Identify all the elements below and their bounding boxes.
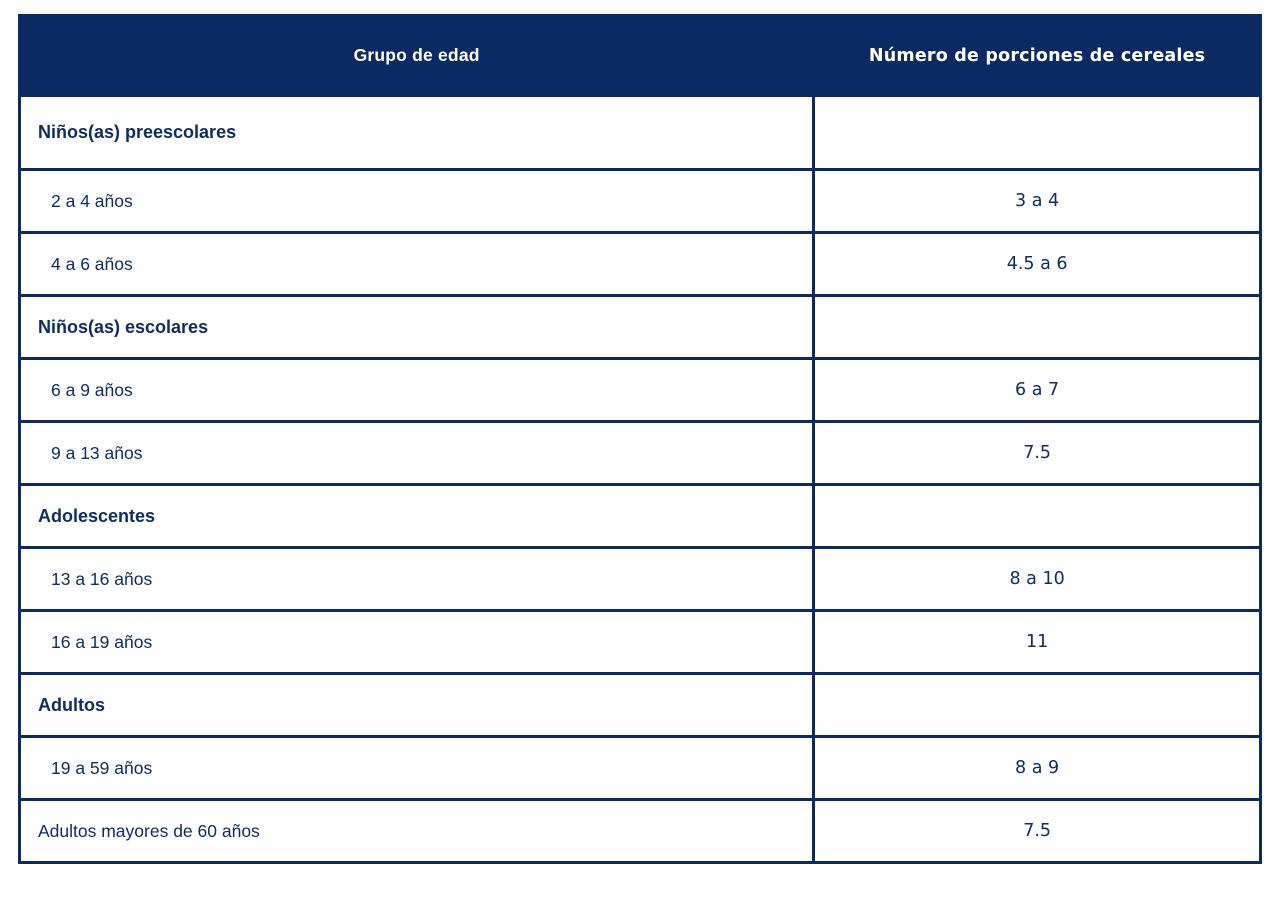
servings-cell [812, 672, 1262, 738]
age-group-cell: 6 a 9 años [17, 357, 816, 423]
table-row: Adolescentes [17, 483, 1262, 549]
age-group-cell: Adultos mayores de 60 años [17, 798, 816, 864]
age-group-cell: 13 a 16 años [17, 546, 816, 612]
age-group-cell: Adultos [17, 672, 816, 738]
table-row: Adultos mayores de 60 años 7.5 [17, 798, 1262, 864]
servings-cell [812, 294, 1262, 360]
servings-cell: 6 a 7 [812, 357, 1262, 423]
age-group-cell: 19 a 59 años [17, 735, 816, 801]
servings-cell: 4.5 a 6 [812, 231, 1262, 297]
servings-cell: 7.5 [812, 798, 1262, 864]
table-row: 16 a 19 años 11 [17, 609, 1262, 675]
table-row: 9 a 13 años 7.5 [17, 420, 1262, 486]
table-header: Grupo de edad Número de porciones de cer… [17, 14, 1262, 97]
age-group-cell: Niños(as) escolares [17, 294, 816, 360]
servings-cell: 8 a 9 [812, 735, 1262, 801]
cereal-servings-table: Grupo de edad Número de porciones de cer… [17, 14, 1262, 864]
table-row: 19 a 59 años 8 a 9 [17, 735, 1262, 801]
table-row: 4 a 6 años 4.5 a 6 [17, 231, 1262, 297]
table-row: Adultos [17, 672, 1262, 738]
age-group-cell: 2 a 4 años [17, 168, 816, 234]
table-row: Niños(as) preescolares [17, 94, 1262, 171]
age-group-cell: 16 a 19 años [17, 609, 816, 675]
servings-cell: 8 a 10 [812, 546, 1262, 612]
servings-cell [812, 483, 1262, 549]
table-row: 2 a 4 años 3 a 4 [17, 168, 1262, 234]
age-group-column-header: Grupo de edad [17, 14, 816, 97]
servings-cell: 11 [812, 609, 1262, 675]
table-row: 13 a 16 años 8 a 10 [17, 546, 1262, 612]
servings-cell: 3 a 4 [812, 168, 1262, 234]
age-group-cell: Niños(as) preescolares [17, 94, 816, 171]
table-row: Niños(as) escolares [17, 294, 1262, 360]
servings-column-header: Número de porciones de cereales [812, 14, 1262, 97]
servings-table-container: Grupo de edad Número de porciones de cer… [17, 14, 1262, 864]
age-group-cell: Adolescentes [17, 483, 816, 549]
age-group-cell: 9 a 13 años [17, 420, 816, 486]
servings-cell [812, 94, 1262, 171]
age-group-cell: 4 a 6 años [17, 231, 816, 297]
table-row: 6 a 9 años 6 a 7 [17, 357, 1262, 423]
header-row: Grupo de edad Número de porciones de cer… [17, 14, 1262, 97]
servings-cell: 7.5 [812, 420, 1262, 486]
